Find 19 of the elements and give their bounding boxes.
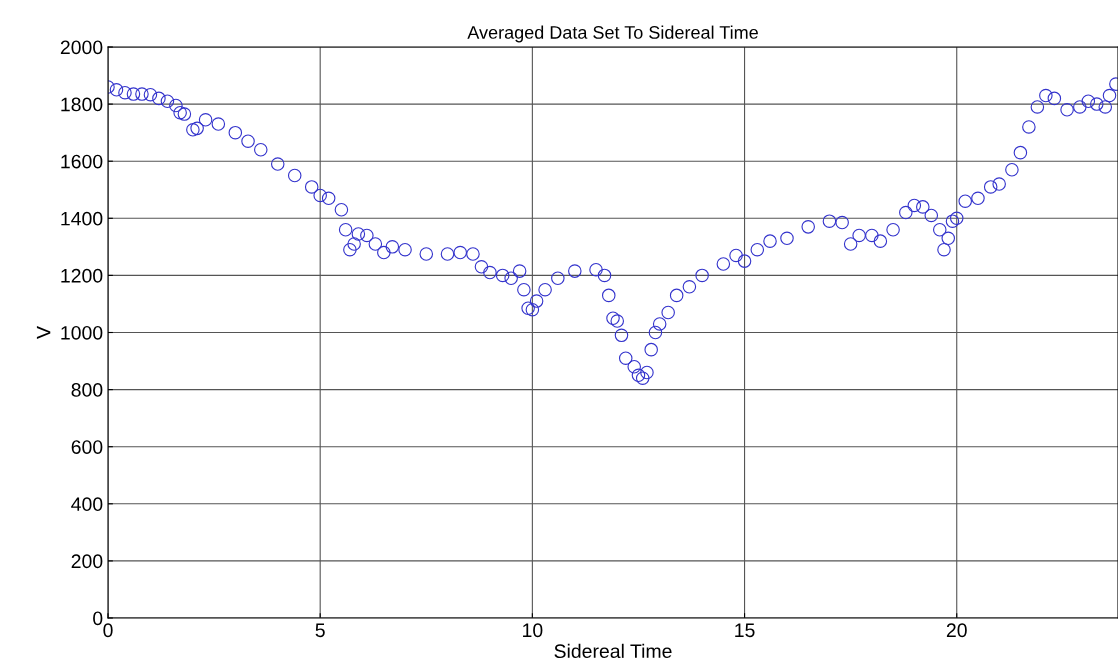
x-axis-title: Sidereal Time [554,643,672,659]
x-tick-label: 5 [315,623,325,638]
x-tick-label: 15 [735,623,755,638]
y-tick-label: 1800 [61,97,103,112]
y-tick-label: 400 [71,497,103,512]
x-tick-label: 20 [946,623,967,638]
y-tick-label: 0 [93,611,103,626]
chart-title: Averaged Data Set To Sidereal Time [467,25,758,43]
y-tick-label: 1600 [61,154,103,169]
x-tick-label: 10 [523,623,543,638]
y-axis-title: V [36,326,51,339]
y-tick-label: 800 [71,383,103,397]
x-tick-label: 0 [103,623,113,638]
y-tick-label: 1400 [61,211,103,226]
y-tick-label: 1200 [61,268,103,283]
y-tick-label: 200 [71,554,103,569]
y-tick-label: 1000 [61,325,103,340]
y-tick-label: 600 [71,440,103,454]
y-tick-label: 2000 [60,40,103,55]
